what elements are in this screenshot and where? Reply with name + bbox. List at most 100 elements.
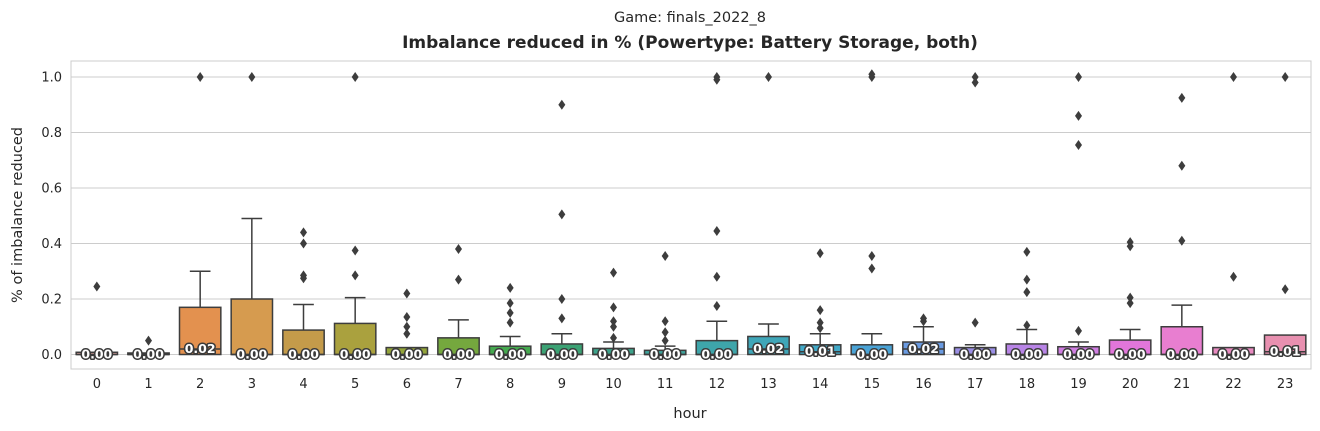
outlier-point [1023, 320, 1031, 331]
median-value-label: 0.02 [908, 341, 939, 356]
median-value-label: 0.00 [701, 347, 732, 362]
box-hour-9: 0.00 [540, 99, 584, 363]
x-tick-label: 2 [196, 377, 204, 392]
iqr-box [333, 322, 377, 356]
chart-suptitle: Game: finals_2022_8 [614, 10, 766, 26]
y-axis-ticks: 0.0 0.2 0.4 0.6 0.8 1.0 [41, 71, 62, 364]
box-hour-18: 0.00 [1005, 246, 1049, 363]
outlier-point [1178, 92, 1186, 103]
outlier-point [1281, 284, 1289, 295]
box-hour-21: 0.00 [1160, 92, 1204, 363]
outlier-point [558, 313, 566, 324]
boxes-group: 0.00 0.00 0.02 0.00 0.00 0.00 0.00 0.00 0.00 0.00… [75, 69, 1307, 363]
outlier-point [661, 335, 669, 346]
box-hour-2: 0.02 [178, 72, 222, 357]
x-tick-label: 3 [248, 377, 256, 392]
box-hour-10: 0.00 [592, 267, 635, 363]
x-tick-label: 8 [506, 377, 514, 392]
median-value-label: 0.00 [1166, 347, 1197, 362]
x-tick-label: 4 [299, 377, 307, 392]
median-value-label: 0.00 [960, 347, 991, 362]
outlier-point [610, 316, 617, 327]
outlier-point [403, 312, 411, 323]
outlier-point [610, 267, 617, 278]
x-tick-label: 0 [93, 377, 101, 392]
plot-area-frame [70, 60, 1312, 370]
y-tick-label: 0.0 [41, 348, 62, 363]
box-hour-7: 0.00 [437, 244, 480, 363]
outlier-point [1281, 72, 1289, 82]
outlier-point [403, 288, 411, 299]
outlier-point [1126, 241, 1134, 252]
outlier-point [868, 250, 876, 261]
outlier-point [196, 72, 204, 82]
x-tick-label: 20 [1122, 377, 1139, 392]
x-tick-label: 23 [1277, 377, 1294, 392]
iqr-box [1160, 326, 1204, 356]
iqr-box [747, 335, 790, 356]
outlier-point [1023, 246, 1031, 257]
outlier-point [558, 99, 566, 110]
box-hour-12: 0.00 [695, 72, 739, 363]
x-tick-label: 21 [1174, 377, 1191, 392]
outlier-point [455, 274, 462, 285]
outlier-point [1023, 287, 1031, 298]
outlier-point [1023, 274, 1031, 285]
outlier-point [971, 72, 979, 82]
box-hour-13: 0.02 [747, 72, 790, 357]
box-hour-6: 0.00 [385, 288, 429, 363]
median-value-label: 0.00 [1218, 347, 1249, 362]
outlier-point [971, 317, 979, 328]
box-hour-3: 0.00 [230, 72, 274, 363]
box-hour-16: 0.02 [902, 313, 945, 357]
median-value-label: 0.00 [133, 347, 164, 362]
outlier-point [145, 335, 152, 346]
outlier-point [403, 328, 411, 339]
x-tick-label: 5 [351, 377, 359, 392]
x-tick-label: 18 [1019, 377, 1036, 392]
outlier-point [1075, 139, 1082, 150]
outlier-point [93, 281, 101, 292]
median-value-label: 0.00 [340, 347, 371, 362]
box-hour-4: 0.00 [282, 227, 325, 363]
y-gridlines [71, 76, 1311, 355]
x-tick-label: 13 [760, 377, 777, 392]
median-value-label: 0.00 [443, 347, 474, 362]
box-hour-8: 0.00 [488, 282, 532, 363]
outlier-point [403, 321, 411, 332]
outlier-point [816, 305, 824, 316]
outlier-point [1126, 292, 1134, 303]
outlier-point [661, 316, 669, 327]
outlier-point [713, 271, 721, 282]
outlier-point [971, 77, 979, 88]
box-hour-15: 0.00 [850, 69, 894, 363]
outlier-point [506, 298, 514, 309]
outlier-point [1075, 110, 1082, 121]
outlier-point [351, 245, 359, 256]
median-value-label: 0.00 [546, 347, 577, 362]
median-value-label: 0.00 [856, 347, 887, 362]
x-axis-label: hour [673, 406, 706, 422]
outlier-point [506, 282, 514, 293]
outlier-point [558, 209, 566, 220]
median-value-label: 0.01 [805, 344, 836, 359]
outlier-point [713, 74, 721, 85]
x-axis-ticks: 0 1 2 3 4 5 6 7 8 9 10 11 12 13 14 15 16 17 18 19 20 21 22 23 [93, 377, 1294, 392]
x-tick-label: 14 [812, 377, 829, 392]
median-value-label: 0.00 [1115, 347, 1146, 362]
y-tick-label: 0.6 [41, 182, 62, 197]
median-value-label: 0.00 [598, 347, 629, 362]
box-hour-23: 0.01 [1263, 72, 1307, 360]
box-hour-22: 0.00 [1212, 72, 1255, 363]
box-hour-11: 0.00 [643, 250, 687, 363]
outlier-point [868, 263, 876, 274]
outlier-point [713, 300, 721, 311]
x-tick-label: 11 [657, 377, 674, 392]
iqr-box [178, 306, 222, 356]
outlier-point [455, 244, 462, 255]
outlier-point [1075, 72, 1082, 82]
outlier-point [248, 72, 256, 82]
outlier-point [300, 227, 307, 238]
outlier-point [1178, 160, 1186, 171]
outlier-point [765, 72, 772, 82]
